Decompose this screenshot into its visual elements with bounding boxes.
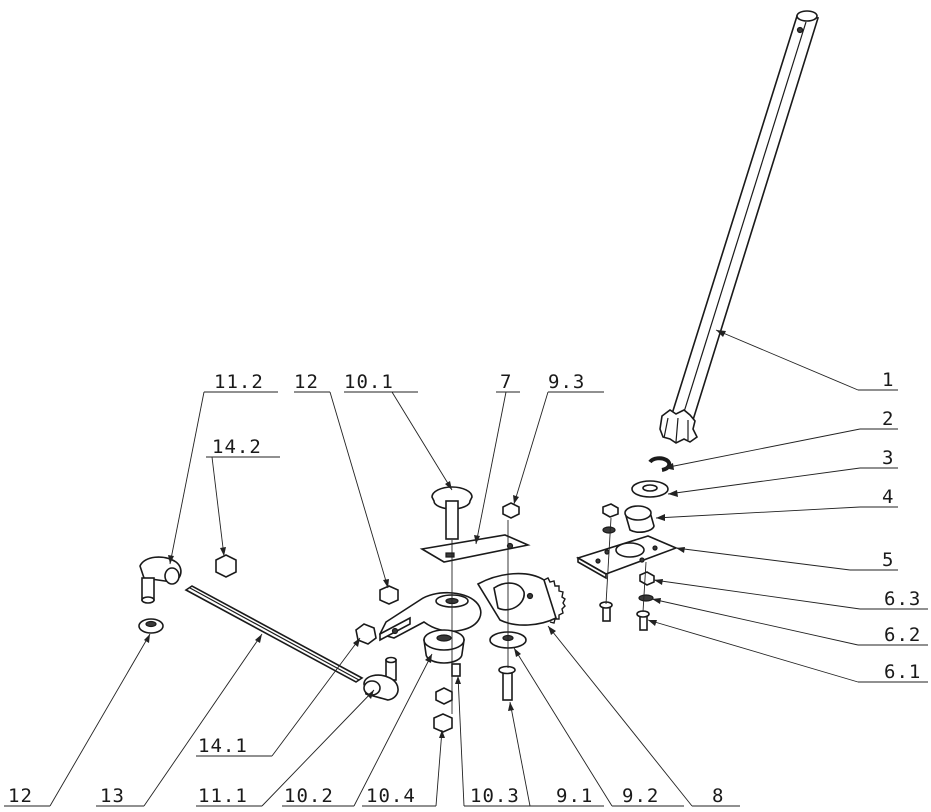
callout-label: 6.3 bbox=[884, 588, 921, 610]
callout-5: 5 bbox=[675, 547, 898, 571]
centerline bbox=[605, 517, 612, 605]
part-circlip bbox=[648, 456, 672, 472]
callout-8: 8 bbox=[547, 625, 740, 807]
callout-12-bottom: 12 bbox=[4, 633, 151, 807]
part-steering-arm bbox=[378, 591, 482, 642]
callout-10-1: 10.1 bbox=[344, 371, 453, 491]
callout-label: 6.1 bbox=[884, 661, 921, 683]
callout-label: 6.2 bbox=[884, 624, 921, 646]
callout-3: 3 bbox=[667, 447, 898, 497]
callout-label: 10.2 bbox=[284, 785, 334, 807]
callout-4: 4 bbox=[655, 486, 898, 521]
callout-6-1: 6.1 bbox=[647, 619, 928, 683]
callout-label: 12 bbox=[8, 785, 33, 807]
callout-6-2: 6.2 bbox=[651, 598, 928, 646]
callout-label: 9.2 bbox=[622, 785, 659, 807]
callout-label: 14.1 bbox=[198, 735, 248, 757]
callout-12-top: 12 bbox=[294, 371, 389, 589]
callout-2: 2 bbox=[663, 408, 898, 470]
callout-label: 11.2 bbox=[214, 371, 264, 393]
callout-7: 7 bbox=[474, 371, 520, 545]
callout-label: 13 bbox=[100, 785, 125, 807]
callout-1: 1 bbox=[715, 329, 898, 391]
callout-label: 14.2 bbox=[212, 436, 262, 458]
part-jam-nut-left bbox=[215, 554, 237, 578]
callout-label: 4 bbox=[882, 486, 894, 508]
part-nut-9-3 bbox=[502, 502, 520, 519]
part-nut-12-bottom bbox=[138, 618, 164, 634]
callout-label: 8 bbox=[712, 785, 724, 807]
part-sector-gear bbox=[476, 572, 566, 626]
part-lower-fasteners bbox=[433, 663, 461, 733]
callout-11-1: 11.1 bbox=[196, 689, 375, 807]
callout-label: 10.3 bbox=[470, 785, 520, 807]
callout-label: 9.1 bbox=[556, 785, 593, 807]
callout-13: 13 bbox=[96, 633, 263, 807]
callout-10-3: 10.3 bbox=[455, 675, 536, 807]
callout-10-4: 10.4 bbox=[362, 729, 445, 807]
callout-label: 3 bbox=[882, 447, 894, 469]
part-sleeve-washer bbox=[423, 629, 465, 664]
part-tie-rod bbox=[184, 585, 364, 683]
callout-label: 10.4 bbox=[366, 785, 416, 807]
part-mounting-plate bbox=[576, 535, 679, 580]
callout-6-3: 6.3 bbox=[653, 579, 928, 610]
callout-label: 5 bbox=[882, 549, 894, 571]
callout-14-1: 14.1 bbox=[196, 637, 361, 757]
centerline bbox=[642, 561, 647, 613]
part-steering-column bbox=[659, 10, 820, 444]
callout-label: 1 bbox=[882, 369, 894, 391]
callout-9-3: 9.3 bbox=[513, 371, 604, 505]
part-washer bbox=[631, 480, 669, 498]
callout-label: 11.1 bbox=[198, 785, 248, 807]
part-plate-fasteners bbox=[599, 503, 655, 631]
callout-9-2: 9.2 bbox=[513, 647, 684, 807]
callout-11-2: 11.2 bbox=[168, 371, 278, 565]
callout-label: 7 bbox=[500, 371, 512, 393]
part-nut-12-top bbox=[379, 585, 399, 605]
callout-10-2: 10.2 bbox=[282, 653, 433, 807]
callout-9-1: 9.1 bbox=[508, 701, 604, 807]
callout-label: 12 bbox=[294, 371, 319, 393]
callout-14-2: 14.2 bbox=[206, 436, 280, 557]
part-carriage-bolt bbox=[431, 486, 473, 540]
part-ball-joint-left bbox=[139, 556, 182, 604]
part-bushing bbox=[624, 505, 655, 533]
callout-label: 2 bbox=[882, 408, 894, 430]
callout-label: 9.3 bbox=[548, 371, 585, 393]
callout-label: 10.1 bbox=[344, 371, 394, 393]
